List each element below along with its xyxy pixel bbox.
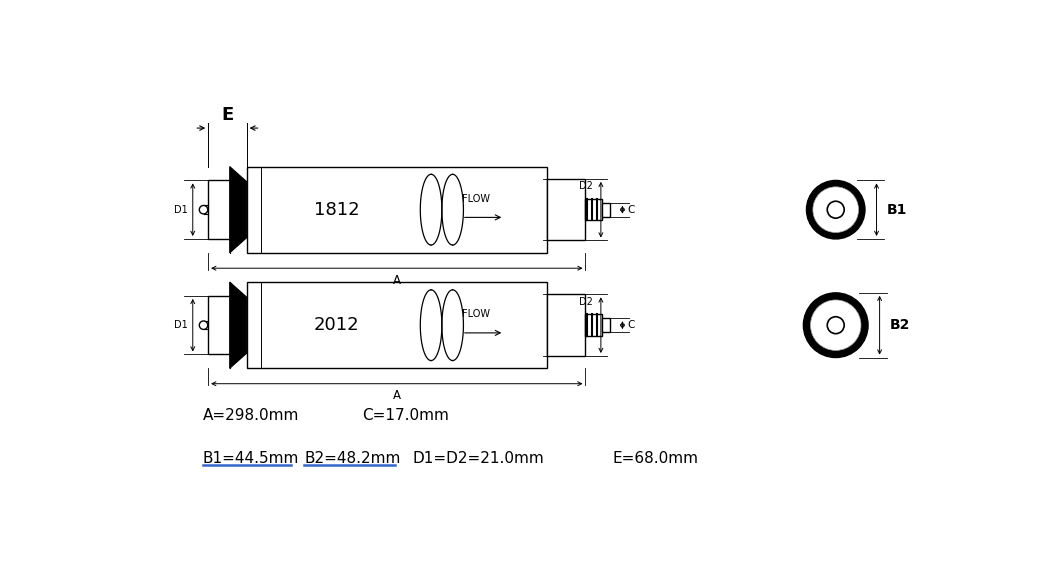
Bar xyxy=(603,318,610,332)
Bar xyxy=(586,199,603,220)
Circle shape xyxy=(827,316,844,333)
Text: FLOW: FLOW xyxy=(462,193,490,203)
Circle shape xyxy=(813,187,859,233)
Text: E=68.0mm: E=68.0mm xyxy=(612,451,699,466)
Text: D2: D2 xyxy=(579,297,593,306)
Text: C=17.0mm: C=17.0mm xyxy=(362,408,449,423)
Text: B1=44.5mm: B1=44.5mm xyxy=(202,451,299,466)
Text: D2: D2 xyxy=(579,181,593,191)
Bar xyxy=(209,180,230,239)
Circle shape xyxy=(827,201,844,218)
Circle shape xyxy=(807,180,865,239)
Text: E: E xyxy=(221,106,234,124)
Circle shape xyxy=(810,300,861,350)
Text: B1: B1 xyxy=(886,203,907,217)
Circle shape xyxy=(804,293,868,357)
Text: FLOW: FLOW xyxy=(462,309,490,319)
Bar xyxy=(209,296,230,355)
Circle shape xyxy=(199,206,208,214)
Text: D1=D2=21.0mm: D1=D2=21.0mm xyxy=(412,451,544,466)
Polygon shape xyxy=(230,282,247,369)
Text: C: C xyxy=(628,320,635,330)
Polygon shape xyxy=(230,166,247,253)
Text: A: A xyxy=(393,274,400,287)
Text: 1812: 1812 xyxy=(313,200,360,219)
Bar xyxy=(247,282,546,369)
Circle shape xyxy=(199,321,208,329)
Text: B2=48.2mm: B2=48.2mm xyxy=(304,451,400,466)
Text: A: A xyxy=(393,389,400,402)
Bar xyxy=(247,166,546,253)
Text: B2: B2 xyxy=(890,318,910,332)
Bar xyxy=(586,315,603,336)
Text: A=298.0mm: A=298.0mm xyxy=(202,408,299,423)
Bar xyxy=(546,294,586,356)
Bar xyxy=(603,203,610,217)
Text: C: C xyxy=(628,205,635,214)
Text: 2012: 2012 xyxy=(313,316,360,334)
Text: D1: D1 xyxy=(175,320,189,330)
Bar xyxy=(546,179,586,240)
Text: D1: D1 xyxy=(175,205,189,214)
